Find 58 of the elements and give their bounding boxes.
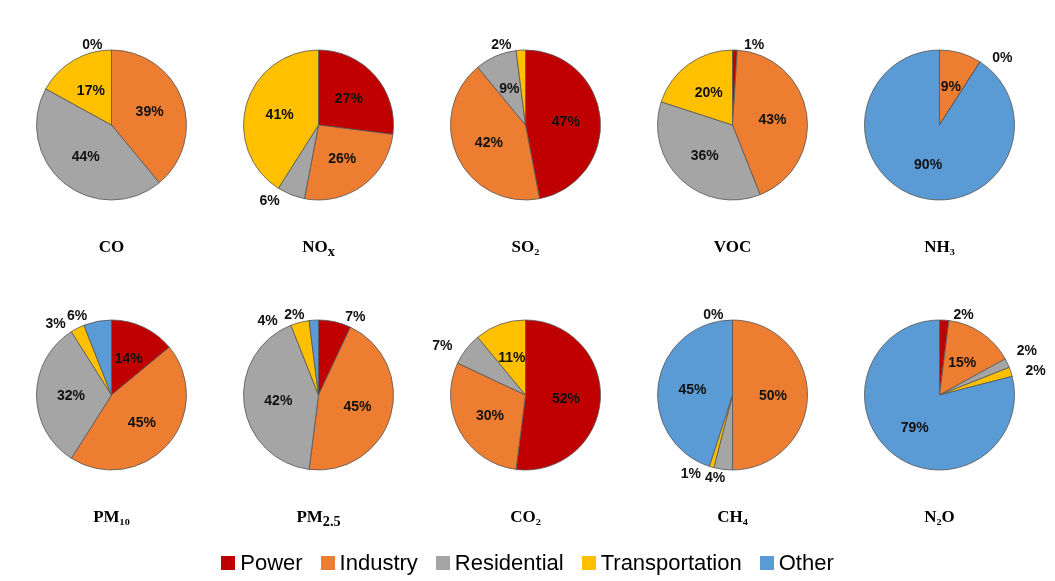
text: NO$_{x}$ bbox=[302, 237, 335, 261]
data-label: 90% bbox=[914, 155, 943, 172]
data-label: 7% bbox=[345, 307, 366, 324]
text: SO₂ bbox=[511, 237, 540, 257]
legend-label: Other bbox=[777, 550, 834, 576]
data-label: 41% bbox=[265, 105, 295, 122]
data-label: 45% bbox=[343, 398, 372, 415]
data-label: 39% bbox=[135, 103, 165, 120]
data-label: 11% bbox=[498, 348, 526, 365]
data-label: 2% bbox=[1016, 341, 1038, 358]
text: CO₂ bbox=[510, 507, 541, 527]
data-label: 79% bbox=[900, 419, 930, 435]
data-label: 42% bbox=[264, 392, 293, 409]
legend-label: Industry bbox=[338, 550, 418, 576]
text: VOC bbox=[713, 237, 752, 257]
data-label: 1% bbox=[744, 36, 765, 53]
text: 0% bbox=[82, 36, 103, 52]
data-label: 15% bbox=[948, 353, 977, 370]
data-label: 14% bbox=[114, 350, 144, 367]
data-label: 2% bbox=[491, 36, 512, 53]
data-label: 47% bbox=[551, 113, 581, 130]
data-label: 50% bbox=[758, 387, 788, 403]
legend-label: Transportation bbox=[599, 550, 742, 576]
text: NH₃ bbox=[924, 237, 955, 257]
data-label: 4% bbox=[705, 468, 726, 485]
text: 0% bbox=[992, 48, 1013, 65]
data-label: 26% bbox=[328, 149, 357, 166]
data-label: 1% bbox=[680, 464, 702, 481]
data-label: 9% bbox=[940, 78, 962, 95]
data-label: 30% bbox=[475, 406, 505, 423]
data-label: 32% bbox=[56, 387, 86, 403]
data-label: 42% bbox=[474, 134, 504, 151]
data-label: 45% bbox=[127, 413, 157, 430]
data-label: 45% bbox=[678, 380, 708, 397]
legend-label: Residential bbox=[453, 550, 564, 576]
data-label: 43% bbox=[758, 110, 788, 127]
data-label: 2% bbox=[953, 306, 975, 323]
data-label: 44% bbox=[71, 148, 101, 165]
text: 0% bbox=[703, 306, 724, 322]
text: CO bbox=[98, 237, 125, 257]
text: PM₁₀ bbox=[93, 507, 130, 527]
data-label: 7% bbox=[432, 337, 454, 354]
data-label: 6% bbox=[259, 192, 281, 209]
data-label: 27% bbox=[334, 90, 364, 107]
text: PM$_{2.5}$ bbox=[296, 507, 341, 531]
data-label: 20% bbox=[694, 84, 724, 101]
data-label: 2% bbox=[284, 306, 305, 323]
data-label: 4% bbox=[257, 311, 279, 328]
text: CH₄ bbox=[717, 507, 748, 527]
text: N₂O bbox=[924, 507, 955, 527]
data-label: 3% bbox=[45, 314, 67, 331]
legend-label: Power bbox=[239, 550, 303, 576]
data-label: 17% bbox=[76, 82, 106, 99]
data-label: 2% bbox=[1025, 361, 1047, 378]
data-label: 6% bbox=[67, 307, 88, 324]
data-label: 36% bbox=[690, 146, 720, 163]
data-label: 52% bbox=[551, 389, 581, 406]
data-label: 9% bbox=[499, 79, 521, 96]
